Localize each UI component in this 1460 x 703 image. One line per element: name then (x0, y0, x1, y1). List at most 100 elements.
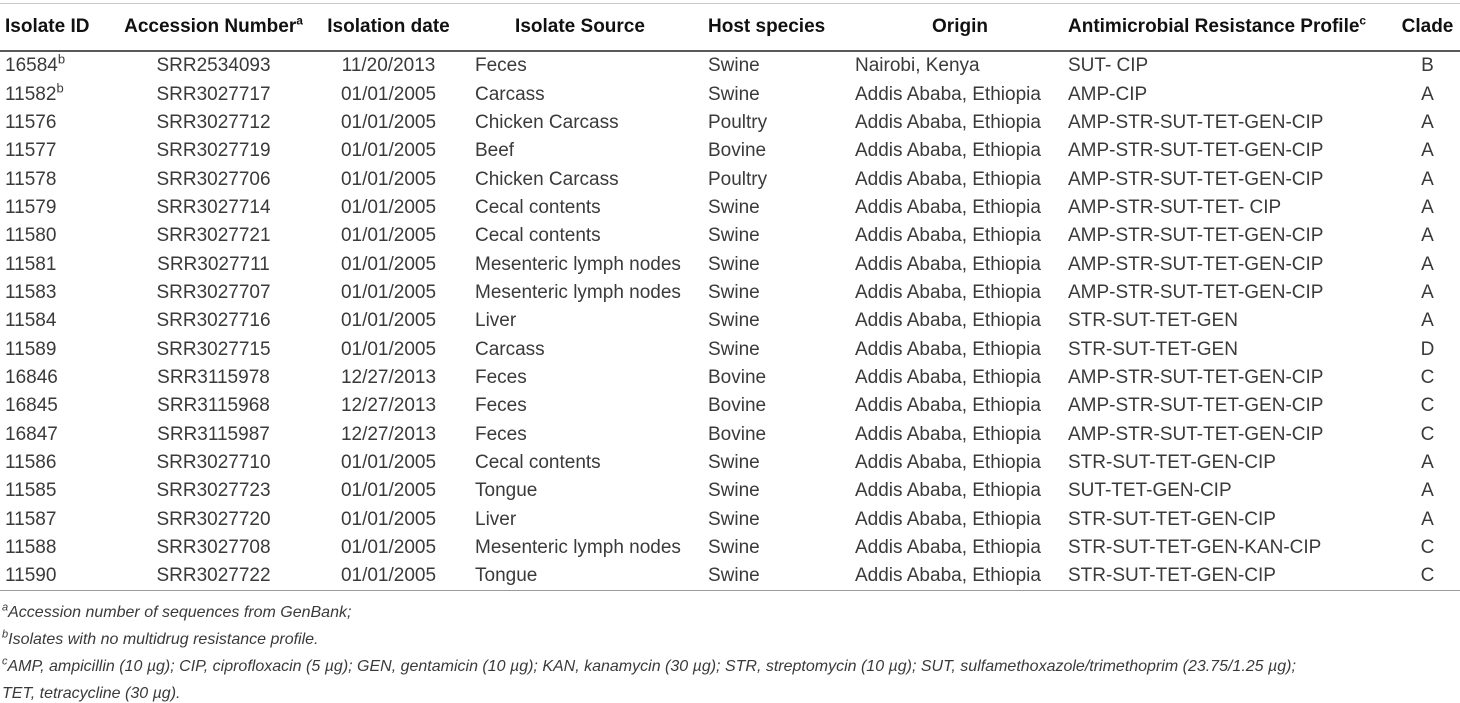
cell-resistance-profile: STR-SUT-TET-GEN-KAN-CIP (1068, 537, 1322, 559)
header-label: Clade (1401, 15, 1454, 37)
header-row: Isolate ID Accession Numbera Isolation d… (0, 3, 1460, 52)
cell-origin: Addis Ababa, Ethiopia (855, 281, 1041, 303)
cell-resistance-profile: STR-SUT-TET-GEN-CIP (1068, 508, 1276, 530)
cell-isolation-date: 12/27/2013 (340, 423, 437, 445)
cell-isolate-source: Cecal contents (475, 225, 601, 247)
cell-isolate-id: 11578 (0, 165, 110, 193)
column-header-isolate-source: Isolate Source (460, 3, 700, 52)
table-row: 16584b SRR2534093 11/20/2013 Feces Swine… (0, 51, 1460, 80)
cell-isolate-id: 16846 (0, 363, 110, 391)
isolate-id-value: 11577 (5, 140, 57, 162)
cell-origin: Addis Ababa, Ethiopia (855, 565, 1041, 587)
cell-clade: C (1420, 366, 1435, 388)
table-row: 16847 SRR3115987 12/27/2013 Feces Bovine… (0, 420, 1460, 448)
cell-origin: Addis Ababa, Ethiopia (855, 225, 1041, 247)
cell-isolate-source: Liver (475, 310, 517, 332)
cell-host-species: Swine (708, 508, 760, 530)
cell-accession-number: SRR3027712 (156, 111, 271, 133)
table-row: 11578 SRR3027706 01/01/2005 Chicken Carc… (0, 165, 1460, 193)
column-header-origin: Origin (855, 3, 1065, 52)
cell-clade: B (1421, 55, 1434, 77)
cell-isolation-date: 01/01/2005 (340, 225, 437, 247)
cell-isolation-date: 01/01/2005 (340, 565, 437, 587)
footnotes: aAccession number of sequences from GenB… (0, 599, 1460, 703)
cell-accession-number: SRR3027711 (157, 253, 270, 275)
cell-isolate-source: Carcass (475, 83, 545, 105)
cell-isolation-date: 12/27/2013 (340, 366, 437, 388)
table-row: 11582b SRR3027717 01/01/2005 Carcass Swi… (0, 80, 1460, 108)
table-row: 11589 SRR3027715 01/01/2005 Carcass Swin… (0, 335, 1460, 363)
cell-isolate-id: 16847 (0, 420, 110, 448)
cell-origin: Addis Ababa, Ethiopia (855, 395, 1041, 417)
isolate-id-value: 16847 (5, 423, 58, 445)
isolate-id-value: 11589 (5, 338, 57, 360)
isolate-id-value: 11590 (5, 565, 57, 587)
header-label: Isolate Source (515, 15, 645, 37)
cell-accession-number: SRR3027710 (156, 451, 271, 473)
cell-accession-number: SRR3027722 (156, 565, 271, 587)
cell-isolate-id: 11582b (0, 80, 110, 108)
cell-resistance-profile: AMP-STR-SUT-TET-GEN-CIP (1068, 140, 1324, 162)
cell-origin: Addis Ababa, Ethiopia (855, 83, 1041, 105)
cell-isolate-source: Chicken Carcass (475, 111, 619, 133)
isolate-id-value: 11585 (5, 480, 57, 502)
cell-isolate-source: Tongue (475, 480, 538, 502)
cell-accession-number: SRR3027707 (156, 281, 271, 303)
table-row: 11585 SRR3027723 01/01/2005 Tongue Swine… (0, 477, 1460, 505)
isolates-table: Isolate ID Accession Numbera Isolation d… (0, 3, 1460, 592)
table-row: 11580 SRR3027721 01/01/2005 Cecal conten… (0, 222, 1460, 250)
cell-isolate-source: Chicken Carcass (475, 168, 619, 190)
header-label: Antimicrobial Resistance Profile (1068, 15, 1360, 37)
header-label: Host species (708, 15, 826, 37)
cell-isolation-date: 01/01/2005 (340, 451, 437, 473)
cell-clade: A (1421, 140, 1434, 162)
cell-resistance-profile: AMP-STR-SUT-TET-GEN-CIP (1068, 423, 1324, 445)
cell-accession-number: SRR3115987 (157, 423, 270, 445)
cell-accession-number: SRR3027715 (156, 338, 271, 360)
cell-clade: C (1420, 565, 1435, 587)
cell-origin: Addis Ababa, Ethiopia (855, 508, 1041, 530)
table-row: 11577 SRR3027719 01/01/2005 Beef Bovine … (0, 137, 1460, 165)
cell-isolate-id: 11576 (0, 108, 110, 136)
cell-isolate-source: Mesenteric lymph nodes (475, 281, 681, 303)
cell-resistance-profile: AMP-STR-SUT-TET-GEN-CIP (1068, 225, 1324, 247)
cell-isolate-id: 16584b (0, 51, 110, 80)
cell-isolation-date: 01/01/2005 (340, 338, 437, 360)
isolate-id-value: 16846 (5, 366, 58, 388)
cell-isolation-date: 01/01/2005 (340, 480, 437, 502)
cell-clade: C (1420, 395, 1435, 417)
cell-isolate-source: Carcass (475, 338, 545, 360)
header-label: Isolation date (327, 15, 450, 37)
table-row: 11583 SRR3027707 01/01/2005 Mesenteric l… (0, 278, 1460, 306)
cell-isolate-source: Feces (475, 55, 527, 77)
cell-clade: A (1421, 310, 1434, 332)
cell-isolate-source: Feces (475, 395, 527, 417)
cell-isolate-id: 11579 (0, 193, 110, 221)
footnote: cAMP, ampicillin (10 µg); CIP, ciproflox… (2, 653, 1460, 680)
cell-host-species: Swine (708, 83, 760, 105)
cell-clade: A (1421, 168, 1434, 190)
footnote-text: AMP, ampicillin (10 µg); CIP, ciprofloxa… (7, 658, 1296, 676)
cell-host-species: Swine (708, 196, 760, 218)
header-footnote-mark: a (296, 13, 303, 28)
cell-clade: A (1421, 451, 1434, 473)
cell-isolate-id: 11589 (0, 335, 110, 363)
table-row: 11590 SRR3027722 01/01/2005 Tongue Swine… (0, 562, 1460, 591)
cell-accession-number: SRR3027723 (156, 480, 271, 502)
footnote-mark: c (2, 655, 8, 668)
header-label: Origin (932, 15, 988, 37)
cell-host-species: Swine (708, 55, 760, 77)
cell-accession-number: SRR3027717 (156, 83, 271, 105)
isolate-id-value: 11578 (5, 168, 57, 190)
table-header: Isolate ID Accession Numbera Isolation d… (0, 3, 1460, 52)
cell-resistance-profile: AMP-STR-SUT-TET- CIP (1068, 196, 1282, 218)
cell-isolate-id: 11581 (0, 250, 110, 278)
cell-isolate-source: Cecal contents (475, 451, 601, 473)
cell-isolation-date: 11/20/2013 (341, 55, 436, 77)
table-body: 16584b SRR2534093 11/20/2013 Feces Swine… (0, 51, 1460, 591)
cell-host-species: Swine (708, 253, 760, 275)
cell-isolation-date: 01/01/2005 (340, 310, 437, 332)
cell-clade: A (1421, 83, 1434, 105)
cell-origin: Addis Ababa, Ethiopia (855, 537, 1041, 559)
